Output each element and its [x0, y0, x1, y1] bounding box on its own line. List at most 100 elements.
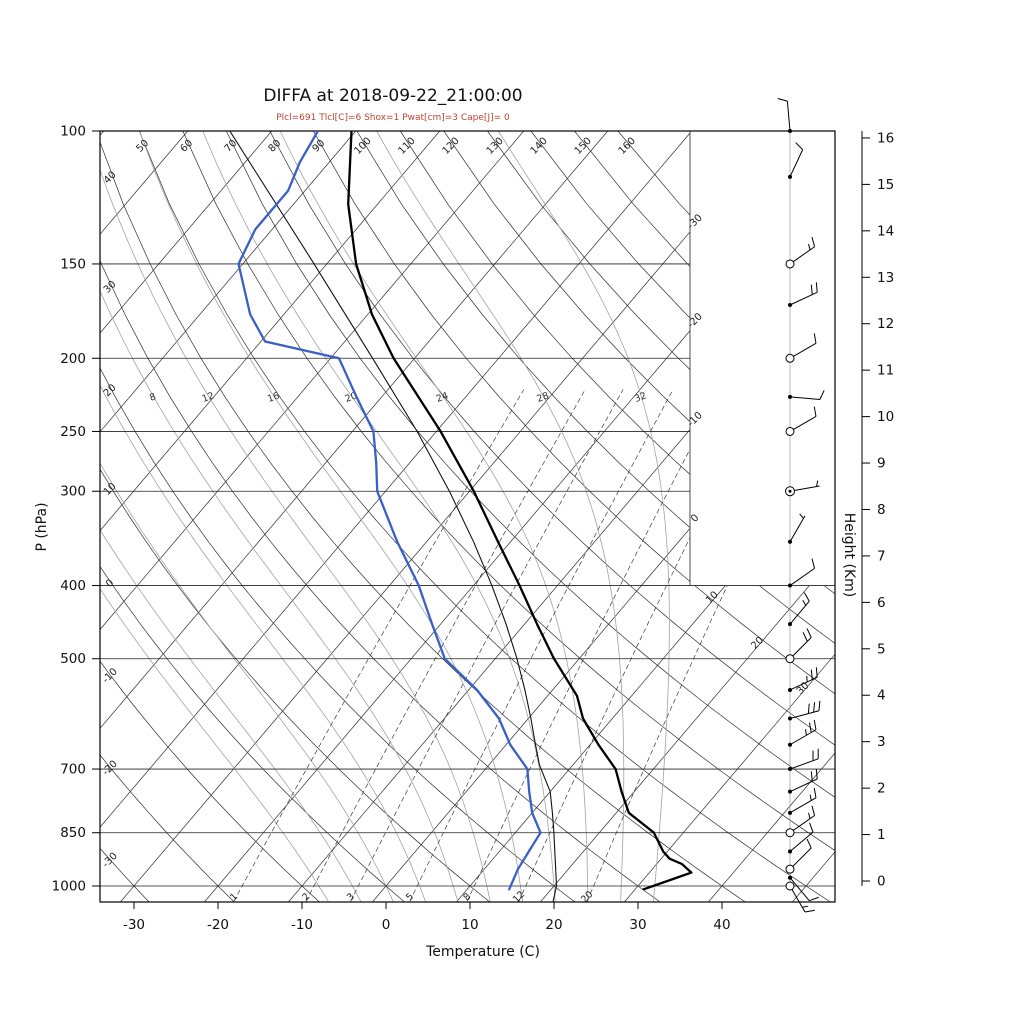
barb-half	[808, 243, 811, 251]
station-dot	[788, 539, 792, 544]
isotherm-line	[100, 131, 273, 902]
moist-adiabat-line	[100, 131, 330, 902]
moist-adiabat-line	[279, 131, 589, 902]
dry-adiabat-line	[574, 131, 835, 902]
isotherm-label: 20	[749, 635, 766, 652]
dry-adiabat-label: 30	[102, 279, 119, 296]
pressure-tick-label: 700	[60, 762, 86, 778]
wind-barb	[788, 390, 825, 401]
station-circle	[785, 353, 795, 363]
temp-tick-label: -30	[123, 917, 145, 933]
height-tick-label: 3	[877, 734, 886, 750]
barb-full	[809, 822, 814, 833]
moist-adiabat-line	[376, 131, 625, 902]
pressure-tick-label: 250	[60, 424, 86, 440]
wind-barb	[788, 787, 817, 815]
station-dot	[788, 583, 792, 588]
barb-full	[818, 700, 821, 711]
mixing-ratio-line	[305, 389, 586, 902]
barb-full	[811, 558, 816, 569]
barb-full	[802, 632, 808, 642]
dry-adiabat-line	[312, 131, 835, 902]
wind-barb	[785, 480, 820, 497]
pressure-tick-label: 150	[60, 256, 86, 272]
barb-full	[811, 805, 816, 816]
station-dot	[788, 622, 792, 627]
dry-adiabat-label: 50	[134, 138, 151, 155]
height-tick-label: 5	[877, 641, 886, 657]
barb-half	[808, 812, 811, 819]
station-dot	[788, 302, 792, 307]
station-dot	[788, 716, 792, 721]
dry-adiabat-label: 110	[396, 136, 417, 157]
station-circle	[785, 864, 795, 874]
dry-adiabat-line	[100, 131, 661, 902]
height-tick-label: 12	[877, 316, 894, 332]
isotherm-label: -30	[686, 212, 705, 231]
moist-adiabat-line	[100, 131, 362, 902]
isotherm-label: 30	[795, 680, 812, 697]
isotherm-line	[456, 131, 835, 902]
profiles	[229, 131, 693, 902]
barb-shaft	[789, 797, 817, 814]
isotherm-line	[100, 131, 525, 902]
wind-barb	[788, 768, 818, 794]
station-dot	[788, 767, 792, 772]
mixing-ratio-line	[350, 389, 624, 902]
barb-full	[815, 282, 818, 293]
dry-adiabat-line	[182, 131, 835, 902]
barb-full	[803, 592, 810, 602]
dry-adiabat-line	[100, 131, 150, 902]
barb-shaft	[789, 396, 820, 401]
dry-adiabat-line	[269, 131, 835, 902]
barb-full	[806, 838, 812, 849]
barb-full	[813, 406, 817, 417]
barb-shaft	[789, 342, 817, 359]
barb-full	[811, 236, 816, 247]
moist-adiabat-label: 12	[201, 390, 216, 404]
dry-adiabat-label: 120	[441, 136, 462, 157]
height-tick-label: 0	[877, 874, 886, 890]
moist-adiabat-line	[100, 131, 427, 902]
dry-adiabat-line	[225, 131, 835, 902]
moist-adiabat-label: 28	[535, 390, 550, 404]
wind-barb	[788, 142, 804, 179]
dry-adiabat-line	[487, 131, 835, 902]
dry-adiabat-line	[100, 131, 235, 902]
isotherm-line	[100, 131, 189, 902]
barb-half	[802, 599, 807, 606]
barb-shaft	[789, 729, 817, 746]
mixing-ratio-line	[518, 389, 765, 902]
mixing-ratio-line	[409, 389, 674, 902]
station-dot	[788, 129, 792, 133]
barb-full	[810, 771, 813, 782]
moist-adiabat-line	[100, 131, 491, 902]
isotherm-line	[624, 131, 835, 902]
temp-tick-label: 0	[382, 917, 391, 933]
station-dot	[788, 789, 792, 794]
x-axis-title: Temperature (C)	[426, 944, 540, 960]
barb-half	[799, 513, 804, 519]
dry-adiabat-line	[617, 131, 835, 902]
wind-barbs	[777, 98, 825, 913]
barb-half	[804, 729, 807, 736]
height-tick-label: 6	[877, 595, 886, 611]
wind-barb	[788, 822, 814, 854]
barb-shaft	[789, 416, 817, 432]
wind-barb	[788, 558, 816, 588]
plot-frame	[99, 130, 836, 903]
isotherm-line	[540, 131, 835, 902]
wind-barb	[788, 667, 818, 692]
isotherm-label: 10	[704, 590, 721, 607]
isotherm-label: -20	[686, 311, 705, 330]
barb-full	[813, 787, 817, 798]
moist-adiabat-line	[139, 131, 524, 902]
moist-adiabat-label: 8	[148, 391, 157, 403]
barb-shaft	[789, 567, 815, 586]
barb-full	[813, 719, 817, 730]
height-tick-label: 11	[877, 363, 894, 379]
barb-shaft	[789, 877, 810, 902]
barb-full	[815, 768, 818, 780]
barb-full	[806, 628, 812, 638]
